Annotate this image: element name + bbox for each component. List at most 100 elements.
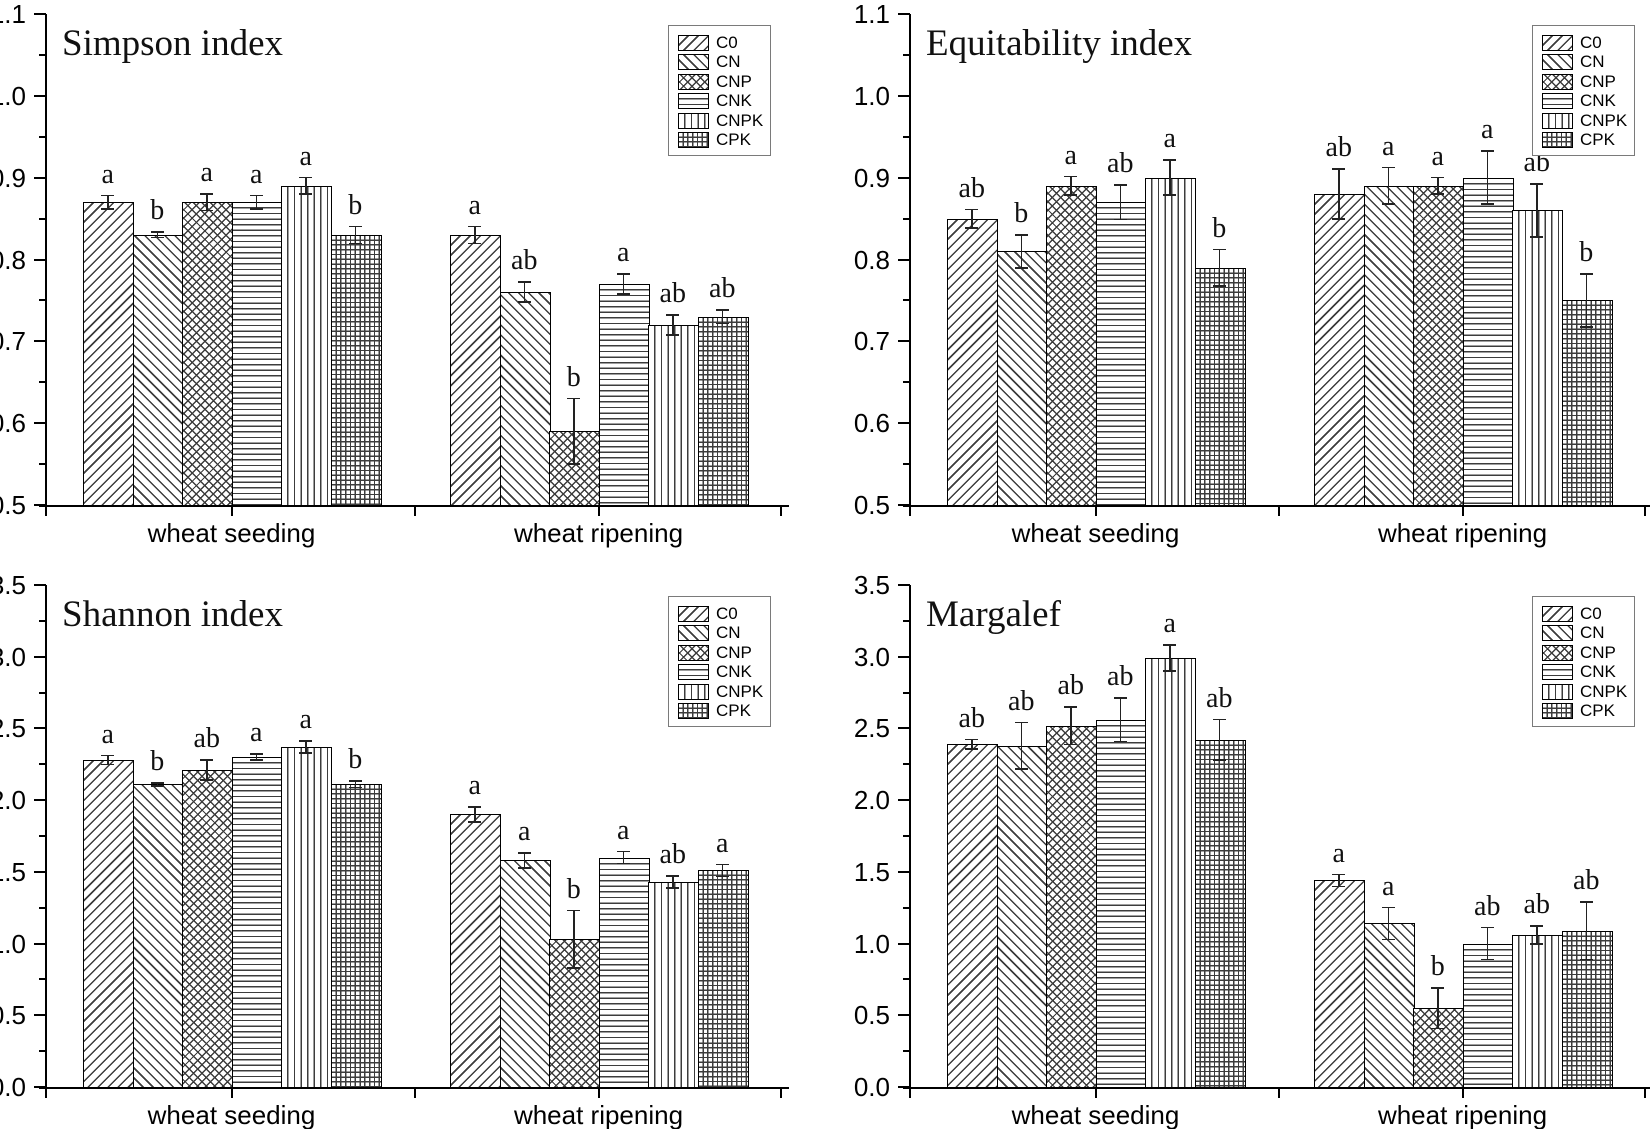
legend-swatch-cnp (1542, 73, 1573, 90)
y-major-tick (898, 340, 910, 343)
error-bar-cap-top (1332, 873, 1346, 876)
legend-row-cnp: CNP (678, 643, 761, 663)
significance-letter: ab (1008, 685, 1035, 717)
legend-swatch-cpk (678, 132, 709, 149)
y-major-tick (898, 176, 910, 179)
x-end-tick (1644, 507, 1646, 516)
y-tick-label: 1.0 (853, 80, 890, 111)
legend-label: CNPK (1580, 681, 1628, 701)
legend-label: C0 (1580, 32, 1602, 52)
x-end-tick (1278, 1089, 1280, 1098)
y-minor-tick (903, 381, 910, 384)
y-minor-tick (903, 906, 910, 909)
error-bar-line (1070, 706, 1072, 745)
error-bar-line (1169, 645, 1171, 672)
error-bar-cap-bottom (101, 208, 115, 210)
error-bar-line (1387, 167, 1389, 204)
x-category-label: wheat seeding (147, 518, 316, 548)
y-minor-tick (903, 217, 910, 220)
error-bar-cap-top (348, 780, 362, 783)
error-bar-cap-bottom (101, 763, 115, 766)
error-bar-cap-top (1579, 900, 1593, 903)
significance-letter: a (1382, 130, 1395, 162)
y-major-tick (898, 942, 910, 945)
legend-label: CNK (716, 662, 752, 682)
bar-c0-seeding (947, 744, 998, 1089)
legend-row-cnp: CNP (1542, 72, 1625, 92)
error-bar-cap-bottom (299, 752, 313, 754)
bar-c0-seeding (83, 202, 134, 507)
x-end-tick (414, 507, 416, 516)
bar-c0-ripening (450, 234, 501, 507)
y-tick-label: 1.0 (0, 80, 26, 111)
bar-cn-seeding (132, 234, 184, 507)
y-tick-label: 0.8 (0, 244, 26, 275)
x-category-label: wheat seeding (147, 1100, 316, 1129)
legend-swatch-cnk (1542, 93, 1573, 110)
panel-title: Shannon index (62, 594, 283, 635)
legend-row-cn: CN (678, 53, 761, 73)
bar-cpk-ripening (1561, 300, 1613, 507)
x-category-label: wheat ripening (513, 1100, 684, 1129)
legend-swatch-cn (1542, 54, 1573, 71)
bar-cnp-seeding (1046, 725, 1097, 1089)
significance-letter: a (250, 717, 263, 749)
legend-label: C0 (1580, 603, 1602, 623)
error-bar-cap-top (1113, 697, 1127, 699)
bar-cnp-ripening (549, 939, 600, 1089)
legend-swatch-c0 (678, 34, 709, 51)
legend-row-c0: C0 (678, 33, 761, 53)
legend-swatch-cn (678, 625, 709, 642)
legend-label: CN (716, 52, 741, 72)
y-major-tick (898, 727, 910, 730)
legend-box: C0 CN CNP CNK CNPK CPK (668, 25, 771, 156)
error-bar-cap-bottom (1579, 958, 1593, 961)
error-bar-line (1338, 874, 1340, 887)
bar-cnk-ripening (1462, 943, 1514, 1089)
legend-swatch-cnk (678, 93, 709, 110)
error-bar-cap-bottom (468, 821, 482, 823)
bar-cn-ripening (1363, 923, 1415, 1089)
error-bar-cap-top (1212, 248, 1226, 251)
x-category-tick (1094, 1089, 1097, 1098)
legend-row-c0: C0 (1542, 33, 1625, 53)
x-end-tick (1278, 507, 1280, 516)
error-bar-cap-bottom (567, 967, 581, 969)
error-bar-cap-top (249, 753, 263, 755)
significance-letter: ab (1573, 864, 1600, 896)
error-bar-line (622, 851, 624, 864)
legend-label: CN (1580, 623, 1605, 643)
legend-swatch-cnp (678, 73, 709, 90)
y-minor-tick (903, 978, 910, 981)
y-tick-label: 2.0 (0, 785, 26, 816)
legend-swatch-cnpk (1542, 683, 1573, 700)
x-axis (903, 505, 1650, 507)
legend-row-cpk: CPK (1542, 702, 1625, 722)
y-tick-label: 0.8 (853, 244, 890, 275)
legend-label: CPK (716, 701, 751, 721)
legend-swatch-c0 (1542, 605, 1573, 622)
significance-letter: b (566, 361, 581, 393)
bar-cpk-seeding (1194, 739, 1246, 1089)
y-axis (45, 585, 47, 1089)
significance-letter: b (1212, 212, 1227, 244)
x-category-label: wheat seeding (1011, 518, 1180, 548)
legend-swatch-cnpk (678, 112, 709, 129)
y-tick-label: 0.5 (0, 490, 26, 520)
significance-letter: a (101, 718, 114, 750)
error-bar-line (1536, 926, 1538, 944)
error-bar-cap-top (468, 225, 482, 228)
significance-letter: a (468, 189, 481, 221)
error-bar-cap-bottom (1579, 326, 1593, 328)
error-bar-line (1486, 927, 1488, 960)
legend-swatch-cn (1542, 625, 1573, 642)
bar-cnpk-ripening (1512, 210, 1563, 507)
bar-cnp-seeding (182, 202, 233, 507)
legend-swatch-cpk (678, 703, 709, 720)
x-axis (903, 1087, 1650, 1089)
bar-cnpk-ripening (648, 881, 699, 1089)
x-category-tick (1094, 507, 1097, 516)
bar-cn-seeding (996, 745, 1048, 1089)
significance-letter: ab (1107, 661, 1134, 693)
error-bar-cap-bottom (468, 242, 482, 245)
